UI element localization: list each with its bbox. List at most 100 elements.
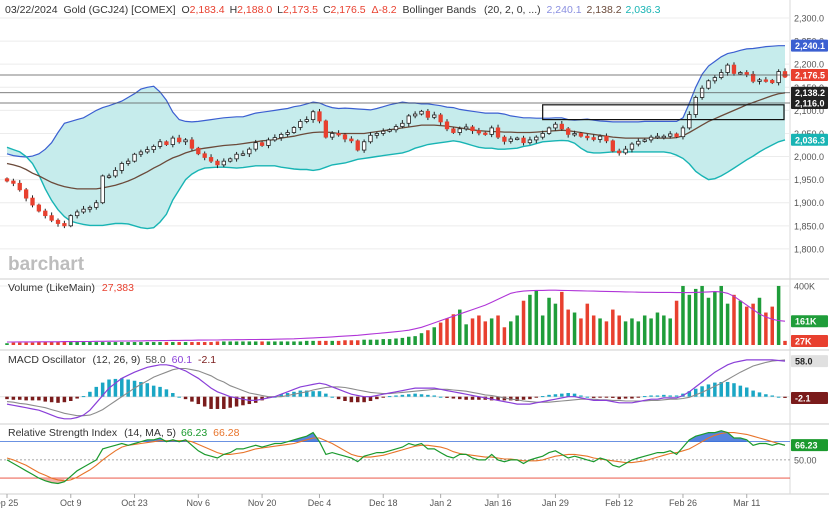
candle-body-up — [636, 140, 641, 145]
price-tick-label: 2,000.0 — [794, 152, 824, 162]
macd-histogram-bar — [177, 396, 181, 398]
price-badge-label: 2,176.5 — [795, 71, 825, 81]
macd-value: 58.0 — [145, 354, 166, 366]
candle — [208, 154, 214, 164]
volume-bar — [732, 294, 736, 345]
candle-body-up — [387, 129, 392, 132]
bollinger-lower-line — [6, 139, 786, 230]
candle — [157, 138, 163, 149]
candle-body-up — [432, 114, 437, 118]
candle — [393, 124, 399, 133]
volume-bar — [744, 306, 749, 345]
volume-bar — [611, 309, 615, 345]
candle-body-up — [170, 137, 175, 145]
rsi-params: (14, MA, 5) — [124, 427, 176, 439]
candle-body-up — [285, 132, 290, 135]
price-badge-bg — [791, 86, 828, 99]
candle-body-up — [100, 175, 105, 204]
candle — [81, 205, 86, 214]
candle-body-down — [43, 210, 48, 217]
candle — [591, 134, 596, 142]
candle-body-up — [508, 138, 513, 142]
candle-body-down — [62, 223, 67, 227]
candle — [215, 159, 220, 169]
macd-histogram-bar — [751, 390, 755, 397]
volume-bar — [164, 342, 169, 345]
volume-bar — [298, 341, 303, 345]
volume-bar — [719, 285, 723, 345]
candle — [113, 167, 118, 178]
volume-bar — [407, 336, 411, 345]
volume-bar — [285, 341, 290, 345]
volume-bar — [400, 337, 405, 345]
volume-bar — [355, 340, 360, 345]
volume-title: Volume (LikeMain) — [8, 282, 95, 294]
volume-bar — [534, 290, 539, 345]
candle — [272, 134, 277, 142]
candle-body-down — [731, 64, 737, 74]
candle-body-up — [132, 153, 137, 162]
candle-body-up — [572, 133, 577, 136]
candle — [757, 78, 762, 85]
candle-body-up — [680, 127, 686, 138]
candle — [253, 139, 258, 152]
price-badge-label: 2,138.2 — [795, 88, 825, 98]
candle-body-up — [776, 71, 781, 84]
macd-histogram-bar — [196, 396, 201, 405]
macd-histogram-bar — [668, 395, 672, 397]
rsi-value: 66.23 — [181, 427, 207, 439]
macd-histogram-bar — [37, 396, 41, 401]
candle — [470, 125, 475, 134]
macd-histogram-bar — [432, 395, 437, 397]
volume-bar — [241, 341, 245, 345]
candle-body-down — [259, 142, 265, 146]
lower-panes-layer: 400K 161K 27K 58.0 -2.1 50.00 66.23 ep 25 Oct 9 O… — [0, 281, 828, 508]
candle — [636, 138, 641, 147]
candle-body-down — [744, 72, 749, 75]
volume-badge-bg — [791, 334, 828, 347]
price-badge: 2,138.2 — [791, 86, 828, 99]
volume-bar — [387, 339, 392, 345]
volume-bar — [151, 342, 156, 345]
candle — [49, 212, 54, 223]
candle-body-down — [11, 180, 16, 184]
volume-bar — [540, 315, 545, 345]
volume-bar — [458, 309, 462, 345]
x-axis-label: Oct 9 — [60, 498, 82, 508]
candle-body-down — [177, 137, 182, 143]
macd-histogram-bar — [11, 396, 16, 400]
macd-badge-bg — [791, 391, 828, 404]
candle — [540, 130, 545, 140]
candle-body-up — [330, 133, 335, 138]
macd-histogram-bar — [234, 396, 239, 407]
volume-bar — [215, 341, 220, 345]
volume-bar — [120, 342, 124, 345]
candle — [291, 126, 297, 134]
volume-bar — [757, 297, 762, 345]
volume-bar — [547, 297, 551, 345]
candle-body-up — [126, 160, 131, 164]
macd-histogram-bar — [617, 396, 621, 400]
candle-body-up — [642, 139, 647, 142]
candle — [62, 220, 67, 229]
bollinger-upper-line — [6, 45, 785, 158]
candle-body-up — [489, 127, 494, 135]
rsi-badge-label: 66.23 — [795, 441, 818, 451]
macd-histogram-bar — [489, 396, 494, 401]
macd-histogram-bar — [776, 396, 781, 398]
volume-bar — [751, 303, 755, 345]
candle-body-down — [617, 150, 622, 154]
candle-body-up — [693, 97, 698, 115]
macd-histogram-bar — [732, 383, 736, 397]
macd-badge-label: -2.1 — [795, 393, 811, 403]
rsi-ma-line — [6, 432, 786, 482]
volume-bar — [509, 321, 513, 345]
volume-bar — [776, 285, 781, 345]
macd-histogram-bar — [375, 396, 379, 400]
candle — [138, 149, 144, 158]
x-axis-label: Feb 26 — [669, 498, 697, 508]
candle-body-up — [655, 135, 660, 139]
candle-body-down — [349, 138, 354, 142]
candle — [36, 203, 42, 213]
price-tick-label: 1,900.0 — [794, 198, 824, 208]
